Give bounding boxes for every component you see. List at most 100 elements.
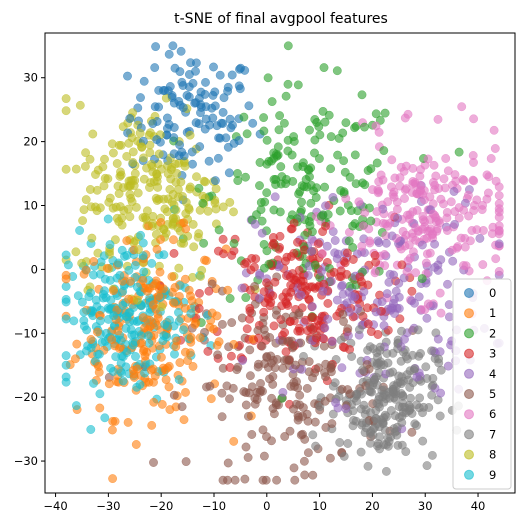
scatter-point-class-8 [173, 223, 183, 233]
scatter-point-class-3 [226, 351, 236, 361]
scatter-point-class-3 [281, 347, 291, 357]
scatter-point-class-2 [326, 164, 336, 174]
scatter-point-class-2 [320, 117, 330, 127]
legend-marker [464, 328, 474, 339]
scatter-point-class-2 [345, 172, 355, 182]
scatter-point-class-6 [446, 197, 456, 207]
scatter-point-class-8 [78, 216, 88, 226]
scatter-point-class-6 [354, 197, 364, 207]
scatter-point-class-2 [293, 162, 303, 172]
scatter-point-class-5 [241, 400, 251, 410]
scatter-point-class-7 [413, 325, 423, 335]
scatter-point-class-6 [494, 267, 504, 276]
scatter-point-class-4 [327, 337, 337, 347]
scatter-point-class-5 [308, 470, 318, 480]
scatter-point-class-2 [276, 162, 286, 172]
scatter-point-class-5 [263, 363, 273, 372]
scatter-point-class-0 [162, 113, 172, 123]
x-tick-label: −20 [149, 499, 173, 513]
scatter-point-class-2 [274, 125, 284, 135]
scatter-point-class-4 [326, 276, 336, 286]
scatter-point-class-8 [188, 219, 198, 229]
scatter-point-class-1 [145, 283, 154, 293]
scatter-point-class-0 [151, 42, 161, 52]
scatter-point-class-1 [148, 300, 158, 310]
scatter-point-class-3 [269, 238, 279, 248]
scatter-point-class-7 [424, 403, 434, 412]
scatter-point-class-6 [453, 242, 463, 252]
scatter-point-class-2 [338, 128, 348, 138]
scatter-point-class-6 [374, 186, 384, 196]
scatter-point-class-8 [75, 100, 85, 110]
scatter-point-class-0 [196, 100, 206, 110]
scatter-point-class-8 [178, 191, 187, 201]
scatter-point-class-7 [375, 346, 385, 355]
scatter-point-class-5 [181, 457, 191, 467]
scatter-point-class-9 [115, 270, 125, 280]
scatter-point-class-3 [281, 256, 290, 266]
scatter-point-class-2 [306, 163, 316, 173]
scatter-point-class-7 [358, 365, 367, 375]
scatter-point-class-9 [86, 425, 96, 434]
scatter-point-class-3 [274, 244, 284, 254]
scatter-point-class-9 [82, 346, 91, 356]
scatter-point-class-9 [174, 375, 184, 385]
scatter-point-class-5 [310, 417, 320, 427]
scatter-point-class-8 [100, 154, 109, 164]
scatter-point-class-1 [175, 358, 185, 368]
scatter-point-class-0 [248, 118, 258, 128]
scatter-point-class-1 [81, 265, 91, 275]
scatter-point-class-4 [448, 256, 458, 266]
scatter-point-class-0 [218, 107, 228, 117]
scatter-point-class-8 [144, 130, 154, 140]
scatter-point-class-8 [71, 247, 81, 257]
scatter-point-class-6 [430, 180, 440, 190]
scatter-point-class-8 [92, 185, 102, 195]
scatter-point-class-9 [61, 294, 71, 304]
scatter-point-class-7 [405, 382, 415, 392]
scatter-point-class-5 [224, 342, 234, 352]
scatter-point-class-6 [441, 154, 451, 163]
scatter-point-class-7 [388, 386, 398, 396]
scatter-point-class-9 [61, 360, 71, 370]
x-tick-label: 40 [471, 499, 486, 513]
scatter-point-class-0 [229, 138, 239, 148]
chart-title: t-SNE of final avgpool features [174, 11, 388, 27]
scatter-point-class-4 [359, 287, 369, 297]
scatter-point-class-3 [259, 307, 269, 317]
scatter-point-class-1 [124, 294, 134, 304]
scatter-point-class-6 [404, 240, 414, 250]
scatter-point-class-6 [412, 205, 422, 215]
scatter-point-class-0 [226, 123, 236, 133]
scatter-point-class-1 [147, 420, 157, 430]
scatter-point-class-6 [442, 226, 452, 235]
scatter-point-class-3 [407, 286, 417, 296]
legend-box [452, 278, 512, 490]
scatter-point-class-3 [298, 276, 308, 286]
scatter-point-class-7 [365, 342, 375, 352]
scatter-point-class-6 [418, 224, 428, 234]
scatter-point-class-6 [443, 166, 453, 176]
scatter-point-class-6 [423, 154, 433, 164]
scatter-point-class-0 [167, 91, 177, 100]
scatter-point-class-7 [393, 344, 403, 354]
scatter-point-class-2 [302, 182, 312, 192]
scatter-point-class-1 [188, 361, 198, 371]
scatter-point-class-2 [332, 66, 342, 76]
scatter-point-class-6 [494, 199, 504, 209]
scatter-point-class-2 [271, 149, 281, 159]
scatter-point-class-7 [410, 364, 419, 374]
scatter-point-class-7 [422, 461, 432, 471]
legend: 0 1 2 3 4 5 6 7 8 9 [452, 278, 512, 490]
scatter-point-class-5 [268, 372, 278, 381]
scatter-point-class-2 [225, 294, 235, 303]
scatter-point-class-4 [255, 270, 264, 280]
scatter-point-class-8 [181, 209, 191, 219]
scatter-point-class-7 [427, 450, 437, 460]
scatter-point-class-9 [138, 251, 148, 261]
scatter-point-class-5 [177, 402, 187, 412]
scatter-point-class-6 [360, 208, 370, 218]
scatter-point-class-1 [132, 364, 142, 374]
scatter-point-class-8 [225, 197, 235, 207]
scatter-point-class-8 [149, 177, 159, 187]
